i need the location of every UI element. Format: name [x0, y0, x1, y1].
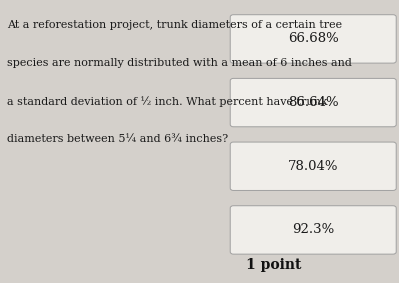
- Text: 78.04%: 78.04%: [288, 160, 338, 173]
- Text: 92.3%: 92.3%: [292, 224, 334, 236]
- Text: At a reforestation project, trunk diameters of a certain tree: At a reforestation project, trunk diamet…: [7, 20, 342, 30]
- Text: species are normally distributed with a mean of 6 inches and: species are normally distributed with a …: [7, 58, 352, 68]
- Text: 86.64%: 86.64%: [288, 96, 338, 109]
- Text: 1 point: 1 point: [246, 258, 301, 272]
- FancyBboxPatch shape: [230, 15, 396, 63]
- FancyBboxPatch shape: [230, 78, 396, 127]
- FancyBboxPatch shape: [230, 206, 396, 254]
- Text: 66.68%: 66.68%: [288, 33, 339, 45]
- Text: diameters between 5¼ and 6¾ inches?: diameters between 5¼ and 6¾ inches?: [7, 134, 228, 144]
- FancyBboxPatch shape: [230, 142, 396, 190]
- Text: a standard deviation of ½ inch. What percent have trunk: a standard deviation of ½ inch. What per…: [7, 96, 328, 107]
